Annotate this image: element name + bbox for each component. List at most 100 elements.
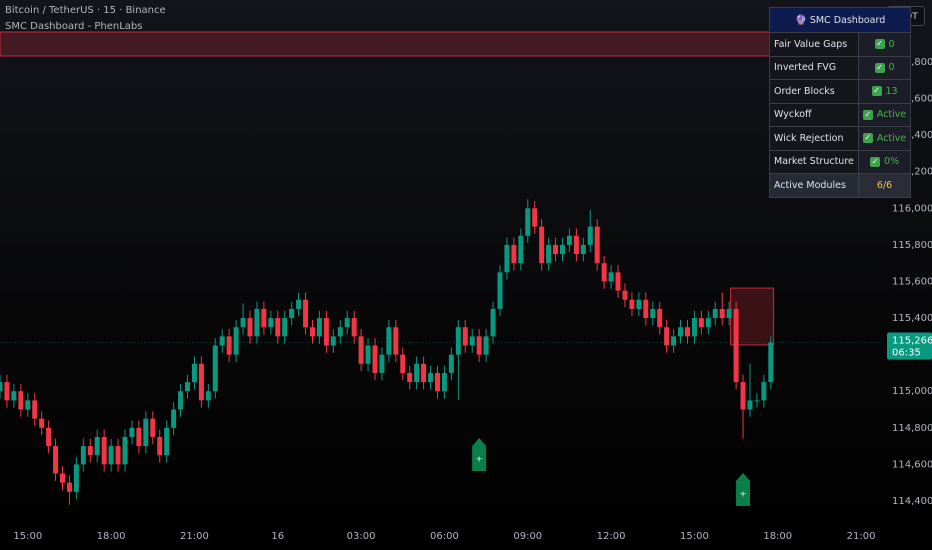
candle-body (101, 436, 107, 465)
candle-body (39, 418, 45, 428)
candle-body (428, 372, 434, 383)
y-tick-label: 114,600.00 (892, 459, 932, 470)
dash-title: 🔮 SMC Dashboard (768, 7, 912, 33)
candle-body (566, 235, 572, 245)
signal-label: + (476, 455, 483, 464)
dash-value: Active (876, 132, 907, 144)
candle-body (303, 299, 309, 328)
x-tick-label: 09:00 (513, 531, 542, 542)
dash-value: 0 (888, 38, 895, 50)
check-icon: ✓ (874, 62, 885, 73)
candle-body (421, 363, 427, 383)
candle-body (379, 354, 385, 373)
dash-value-cell: ✓ 0% (857, 149, 912, 174)
dash-value-cell: 6/6 (857, 173, 912, 198)
candle-body (296, 299, 302, 309)
candle-body (712, 308, 718, 319)
dash-row: Fair Value Gaps ✓ 0 (769, 32, 912, 57)
x-tick-label: 21:00 (180, 531, 209, 542)
candle-body (719, 308, 725, 319)
candle-body (247, 318, 253, 337)
candle-body (587, 226, 593, 245)
plot (0, 31, 884, 506)
dash-row: Market Structure ✓ 0% (769, 149, 912, 174)
candle-body (275, 318, 281, 337)
candle-body (643, 299, 649, 319)
candle-body (94, 436, 100, 456)
candle-body (53, 446, 59, 474)
candle-body (705, 318, 711, 328)
dash-value-cell: ✓ Active (857, 102, 912, 127)
candle-body (622, 290, 628, 300)
dash-value: 6/6 (876, 179, 893, 191)
candle-body (434, 372, 440, 392)
price-label: 115,266.35 (892, 336, 932, 347)
candle-body (178, 391, 184, 410)
y-tick-label: 116,200.00 (892, 167, 932, 178)
check-icon: ✓ (862, 133, 873, 144)
candle-body (80, 446, 86, 465)
y-tick-label: 116,400.00 (892, 130, 932, 141)
candle-body (150, 418, 156, 437)
candle-body (490, 308, 496, 337)
candle-body (629, 299, 635, 309)
candle-body (122, 436, 128, 465)
candle-body (448, 354, 454, 373)
dash-row: Inverted FVG ✓ 0 (769, 55, 912, 80)
candle-body (0, 382, 3, 392)
candle-body (46, 427, 52, 447)
check-icon: ✓ (874, 39, 885, 50)
candle-body (539, 226, 545, 264)
candle-body (684, 327, 690, 337)
candle-body (476, 336, 482, 355)
candle-body (351, 318, 357, 337)
y-tick-label: 115,400.00 (892, 313, 932, 324)
dash-label: Market Structure (769, 149, 859, 174)
x-tick-label: 21:00 (847, 531, 876, 542)
candle-body (337, 327, 343, 337)
candle-body (511, 244, 517, 264)
candle-body (171, 409, 177, 428)
candle-body (469, 336, 475, 346)
candle-body (559, 244, 565, 255)
dash-value-cell: ✓ 0 (857, 55, 912, 80)
candle-body (532, 208, 538, 227)
candle-body (615, 272, 621, 291)
candle-body (282, 318, 288, 337)
dashboard-table: 🔮 SMC Dashboard Fair Value Gaps ✓ 0 Inverted… (768, 7, 912, 198)
x-tick-label: 15:00 (13, 531, 42, 542)
candle-body (73, 464, 79, 492)
candle-body (497, 272, 503, 309)
dash-row: Active Modules 6/6 (769, 173, 912, 198)
candle-body (184, 382, 190, 392)
dash-value-cell: ✓ Active (857, 126, 912, 151)
candle-body (483, 336, 489, 355)
dash-value: 13 (885, 85, 898, 97)
dash-label: Wick Rejection (769, 126, 859, 151)
x-tick-label: 06:00 (430, 531, 459, 542)
symbol-title: Bitcoin / TetherUS · 15 · Binance (5, 5, 166, 16)
candle-body (32, 400, 38, 419)
candle-body (365, 345, 371, 364)
candle-body (573, 235, 579, 255)
dash-row: Wick Rejection ✓ Active (769, 126, 912, 151)
candle-body (240, 318, 246, 328)
dash-value: 0% (884, 156, 900, 168)
dash-row: Order Blocks ✓ 13 (769, 79, 912, 104)
signal-label: + (740, 489, 747, 498)
candle-body (546, 244, 552, 264)
x-tick-label: 15:00 (680, 531, 709, 542)
candle-body (657, 308, 663, 328)
x-tick-label: 12:00 (597, 531, 626, 542)
candle-body (664, 327, 670, 346)
candle-body (309, 327, 315, 337)
candle-body (650, 308, 656, 319)
candle-body (678, 327, 684, 337)
y-tick-label: 116,800.00 (892, 57, 932, 68)
candle-body (226, 336, 232, 355)
candle-body (358, 336, 364, 364)
candle-body (740, 382, 746, 410)
candle-body (198, 363, 204, 401)
